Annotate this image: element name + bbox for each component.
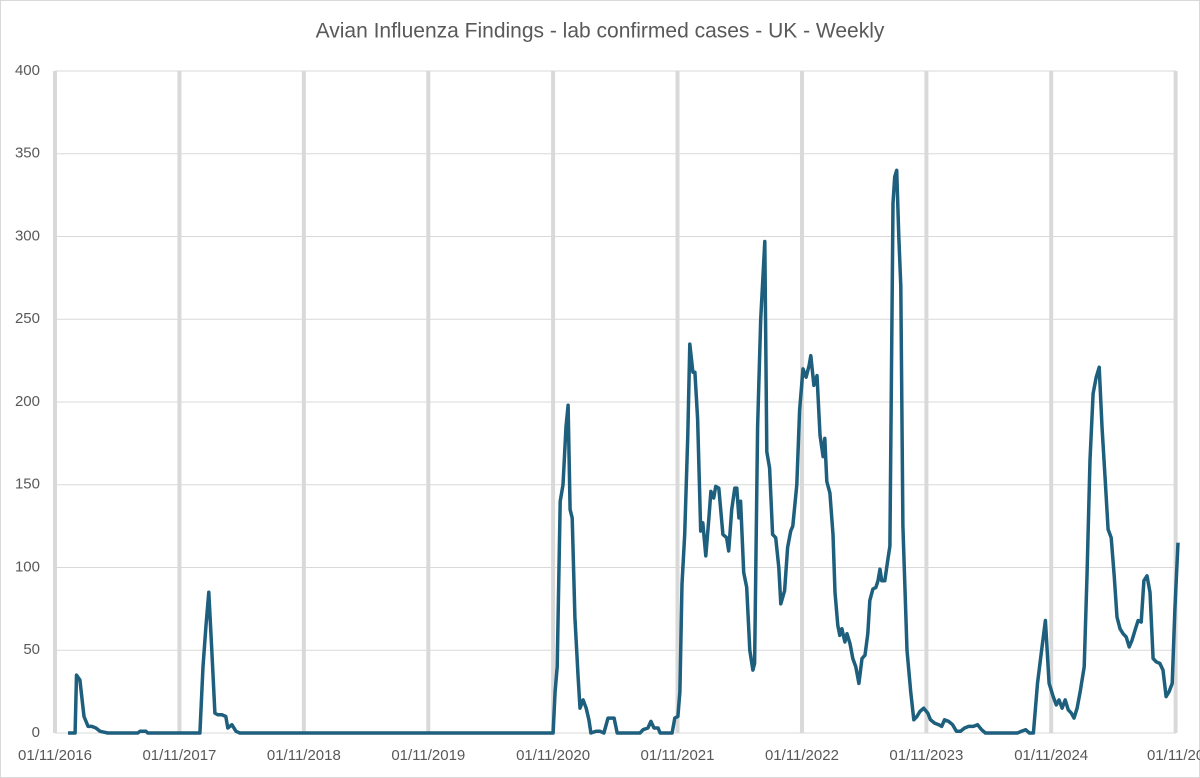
y-tick-label: 0 (32, 724, 40, 741)
y-tick-label: 300 (15, 227, 40, 244)
x-tick-label: 01/11/2020 (516, 747, 590, 764)
x-tick-label: 01/11/2021 (641, 747, 715, 764)
y-tick-label: 350 (15, 145, 40, 162)
y-tick-label: 100 (15, 558, 40, 575)
x-tick-label: 01/11/2018 (267, 747, 341, 764)
x-tick-label: 01/11/2023 (889, 747, 963, 764)
x-tick-label: 01/11/2016 (18, 747, 92, 764)
y-tick-label: 50 (23, 641, 40, 658)
chart-title: Avian Influenza Findings - lab confirmed… (316, 20, 885, 43)
x-tick-label: 01/11/2017 (142, 747, 216, 764)
y-tick-label: 400 (15, 62, 40, 79)
data-line (68, 168, 1180, 735)
x-tick-label: 01/11/2019 (391, 747, 465, 764)
y-tick-label: 200 (15, 393, 40, 410)
x-tick-label: 01/11/20 (1147, 747, 1200, 764)
y-tick-label: 150 (15, 476, 40, 493)
x-tick-label: 01/11/2024 (1014, 747, 1088, 764)
y-tick-label: 250 (15, 310, 40, 327)
x-tick-label: 01/11/2022 (765, 747, 839, 764)
